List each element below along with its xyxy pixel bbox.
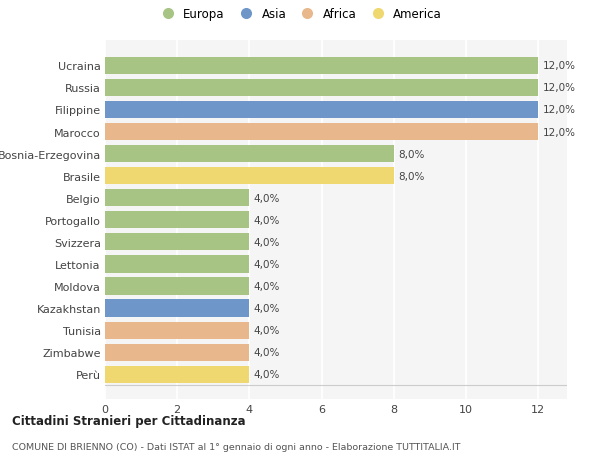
Text: 8,0%: 8,0% (398, 171, 424, 181)
Text: 4,0%: 4,0% (254, 303, 280, 313)
Bar (105, 256, 250, 273)
Bar (105, 344, 250, 361)
Text: 4,0%: 4,0% (254, 193, 280, 203)
Bar (105, 190, 250, 207)
Bar (105, 79, 538, 97)
Text: 4,0%: 4,0% (254, 259, 280, 269)
Text: 8,0%: 8,0% (398, 149, 424, 159)
Bar (105, 234, 250, 251)
Text: 4,0%: 4,0% (254, 215, 280, 225)
Text: 4,0%: 4,0% (254, 369, 280, 380)
Bar (105, 278, 250, 295)
Bar (105, 300, 250, 317)
Text: Cittadini Stranieri per Cittadinanza: Cittadini Stranieri per Cittadinanza (12, 414, 245, 428)
Bar (105, 366, 250, 383)
Text: 12,0%: 12,0% (542, 105, 575, 115)
Text: 4,0%: 4,0% (254, 237, 280, 247)
Bar (105, 123, 538, 141)
Bar (105, 146, 394, 163)
Text: 12,0%: 12,0% (542, 127, 575, 137)
Bar (105, 101, 538, 119)
Text: 4,0%: 4,0% (254, 281, 280, 291)
Text: COMUNE DI BRIENNO (CO) - Dati ISTAT al 1° gennaio di ogni anno - Elaborazione TU: COMUNE DI BRIENNO (CO) - Dati ISTAT al 1… (12, 442, 461, 451)
Text: 4,0%: 4,0% (254, 347, 280, 358)
Bar (105, 57, 538, 75)
Bar (105, 168, 394, 185)
Text: 12,0%: 12,0% (542, 83, 575, 93)
Bar (105, 212, 250, 229)
Bar (105, 322, 250, 339)
Text: 4,0%: 4,0% (254, 325, 280, 336)
Legend: Europa, Asia, Africa, America: Europa, Asia, Africa, America (154, 6, 444, 24)
Text: 12,0%: 12,0% (542, 61, 575, 71)
